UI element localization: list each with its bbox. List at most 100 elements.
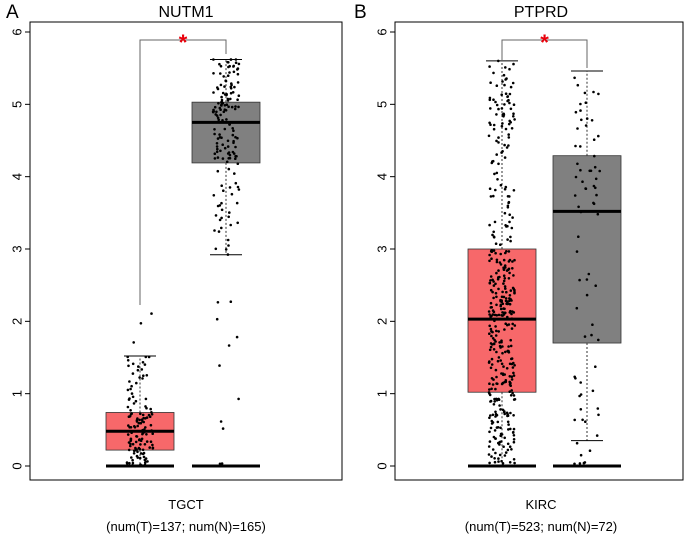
data-point bbox=[495, 382, 498, 385]
data-point bbox=[495, 375, 498, 379]
data-point bbox=[489, 426, 493, 430]
data-point bbox=[234, 145, 237, 149]
data-point bbox=[513, 398, 517, 401]
data-point bbox=[227, 105, 230, 108]
panel-a: A NUTM1 0 1 2 3 4 5 6 * TGCT (num(T)=137; num(… bbox=[6, 2, 343, 534]
significance-star: * bbox=[179, 30, 188, 55]
data-point bbox=[497, 441, 500, 445]
data-point bbox=[495, 103, 499, 107]
data-point bbox=[502, 295, 506, 299]
data-point bbox=[512, 438, 516, 441]
data-point bbox=[504, 322, 508, 326]
data-point bbox=[134, 440, 138, 444]
data-point bbox=[503, 156, 507, 159]
data-point bbox=[510, 362, 514, 366]
data-point bbox=[488, 392, 491, 395]
data-point bbox=[213, 105, 217, 109]
data-point bbox=[229, 87, 233, 90]
data-point bbox=[512, 115, 515, 118]
data-point bbox=[131, 362, 135, 366]
data-point bbox=[212, 72, 215, 75]
data-point bbox=[495, 153, 499, 156]
data-point bbox=[579, 145, 582, 148]
data-point bbox=[502, 279, 506, 283]
data-point bbox=[237, 105, 240, 109]
data-point bbox=[507, 144, 510, 147]
y-tick-label: 3 bbox=[10, 245, 25, 252]
data-point bbox=[501, 80, 504, 83]
data-point bbox=[495, 258, 499, 262]
data-point bbox=[139, 421, 143, 425]
y-tick-label: 0 bbox=[10, 462, 25, 469]
data-point bbox=[504, 451, 508, 454]
data-point bbox=[144, 397, 148, 401]
data-point bbox=[488, 223, 491, 227]
data-point bbox=[510, 357, 514, 360]
data-point bbox=[222, 189, 225, 192]
data-point bbox=[488, 388, 491, 391]
data-point bbox=[216, 301, 220, 304]
data-point bbox=[144, 355, 148, 359]
data-point bbox=[492, 71, 495, 75]
data-point bbox=[225, 118, 228, 121]
data-point bbox=[125, 462, 129, 465]
data-point bbox=[220, 208, 224, 212]
data-point bbox=[134, 399, 138, 403]
plot-area: * bbox=[105, 30, 261, 468]
data-point bbox=[493, 460, 497, 464]
data-point bbox=[219, 149, 222, 153]
data-point bbox=[579, 102, 582, 106]
data-point bbox=[505, 411, 509, 415]
data-point bbox=[500, 362, 504, 366]
data-point bbox=[142, 420, 145, 424]
data-point bbox=[501, 311, 504, 314]
data-point bbox=[510, 378, 514, 381]
data-point bbox=[226, 74, 230, 77]
data-point bbox=[217, 102, 220, 105]
data-point bbox=[597, 92, 600, 96]
data-point bbox=[498, 341, 501, 344]
data-point bbox=[585, 293, 589, 297]
data-point bbox=[499, 426, 502, 430]
data-point bbox=[507, 250, 511, 253]
data-point bbox=[218, 462, 222, 466]
data-point bbox=[500, 340, 503, 344]
data-point bbox=[507, 428, 510, 431]
data-point bbox=[127, 364, 130, 368]
data-point bbox=[497, 162, 500, 166]
data-point bbox=[216, 169, 220, 173]
data-point bbox=[496, 277, 500, 281]
data-point bbox=[140, 368, 144, 371]
data-point bbox=[127, 398, 131, 401]
panel-label: B bbox=[354, 2, 367, 23]
data-point bbox=[148, 415, 152, 419]
data-point bbox=[511, 322, 514, 326]
data-point bbox=[499, 183, 503, 187]
data-point bbox=[221, 427, 225, 430]
data-point bbox=[226, 139, 230, 143]
data-point bbox=[236, 162, 240, 165]
plot-frame bbox=[394, 21, 684, 481]
data-point bbox=[218, 364, 221, 367]
data-point bbox=[488, 65, 491, 68]
data-point bbox=[488, 96, 492, 100]
data-point bbox=[500, 299, 504, 302]
data-point bbox=[236, 136, 239, 140]
data-point bbox=[489, 81, 492, 84]
data-point bbox=[216, 137, 220, 140]
data-point bbox=[584, 124, 588, 127]
data-point bbox=[490, 422, 494, 425]
data-point bbox=[224, 79, 228, 83]
data-point bbox=[149, 407, 152, 411]
data-point bbox=[504, 185, 508, 189]
data-point bbox=[220, 98, 224, 102]
data-point bbox=[492, 98, 495, 101]
data-point bbox=[574, 175, 578, 179]
data-point bbox=[231, 133, 235, 137]
data-point bbox=[218, 218, 222, 222]
data-point bbox=[506, 420, 510, 424]
data-point bbox=[506, 204, 510, 208]
data-point bbox=[508, 195, 511, 198]
data-point bbox=[127, 448, 131, 452]
